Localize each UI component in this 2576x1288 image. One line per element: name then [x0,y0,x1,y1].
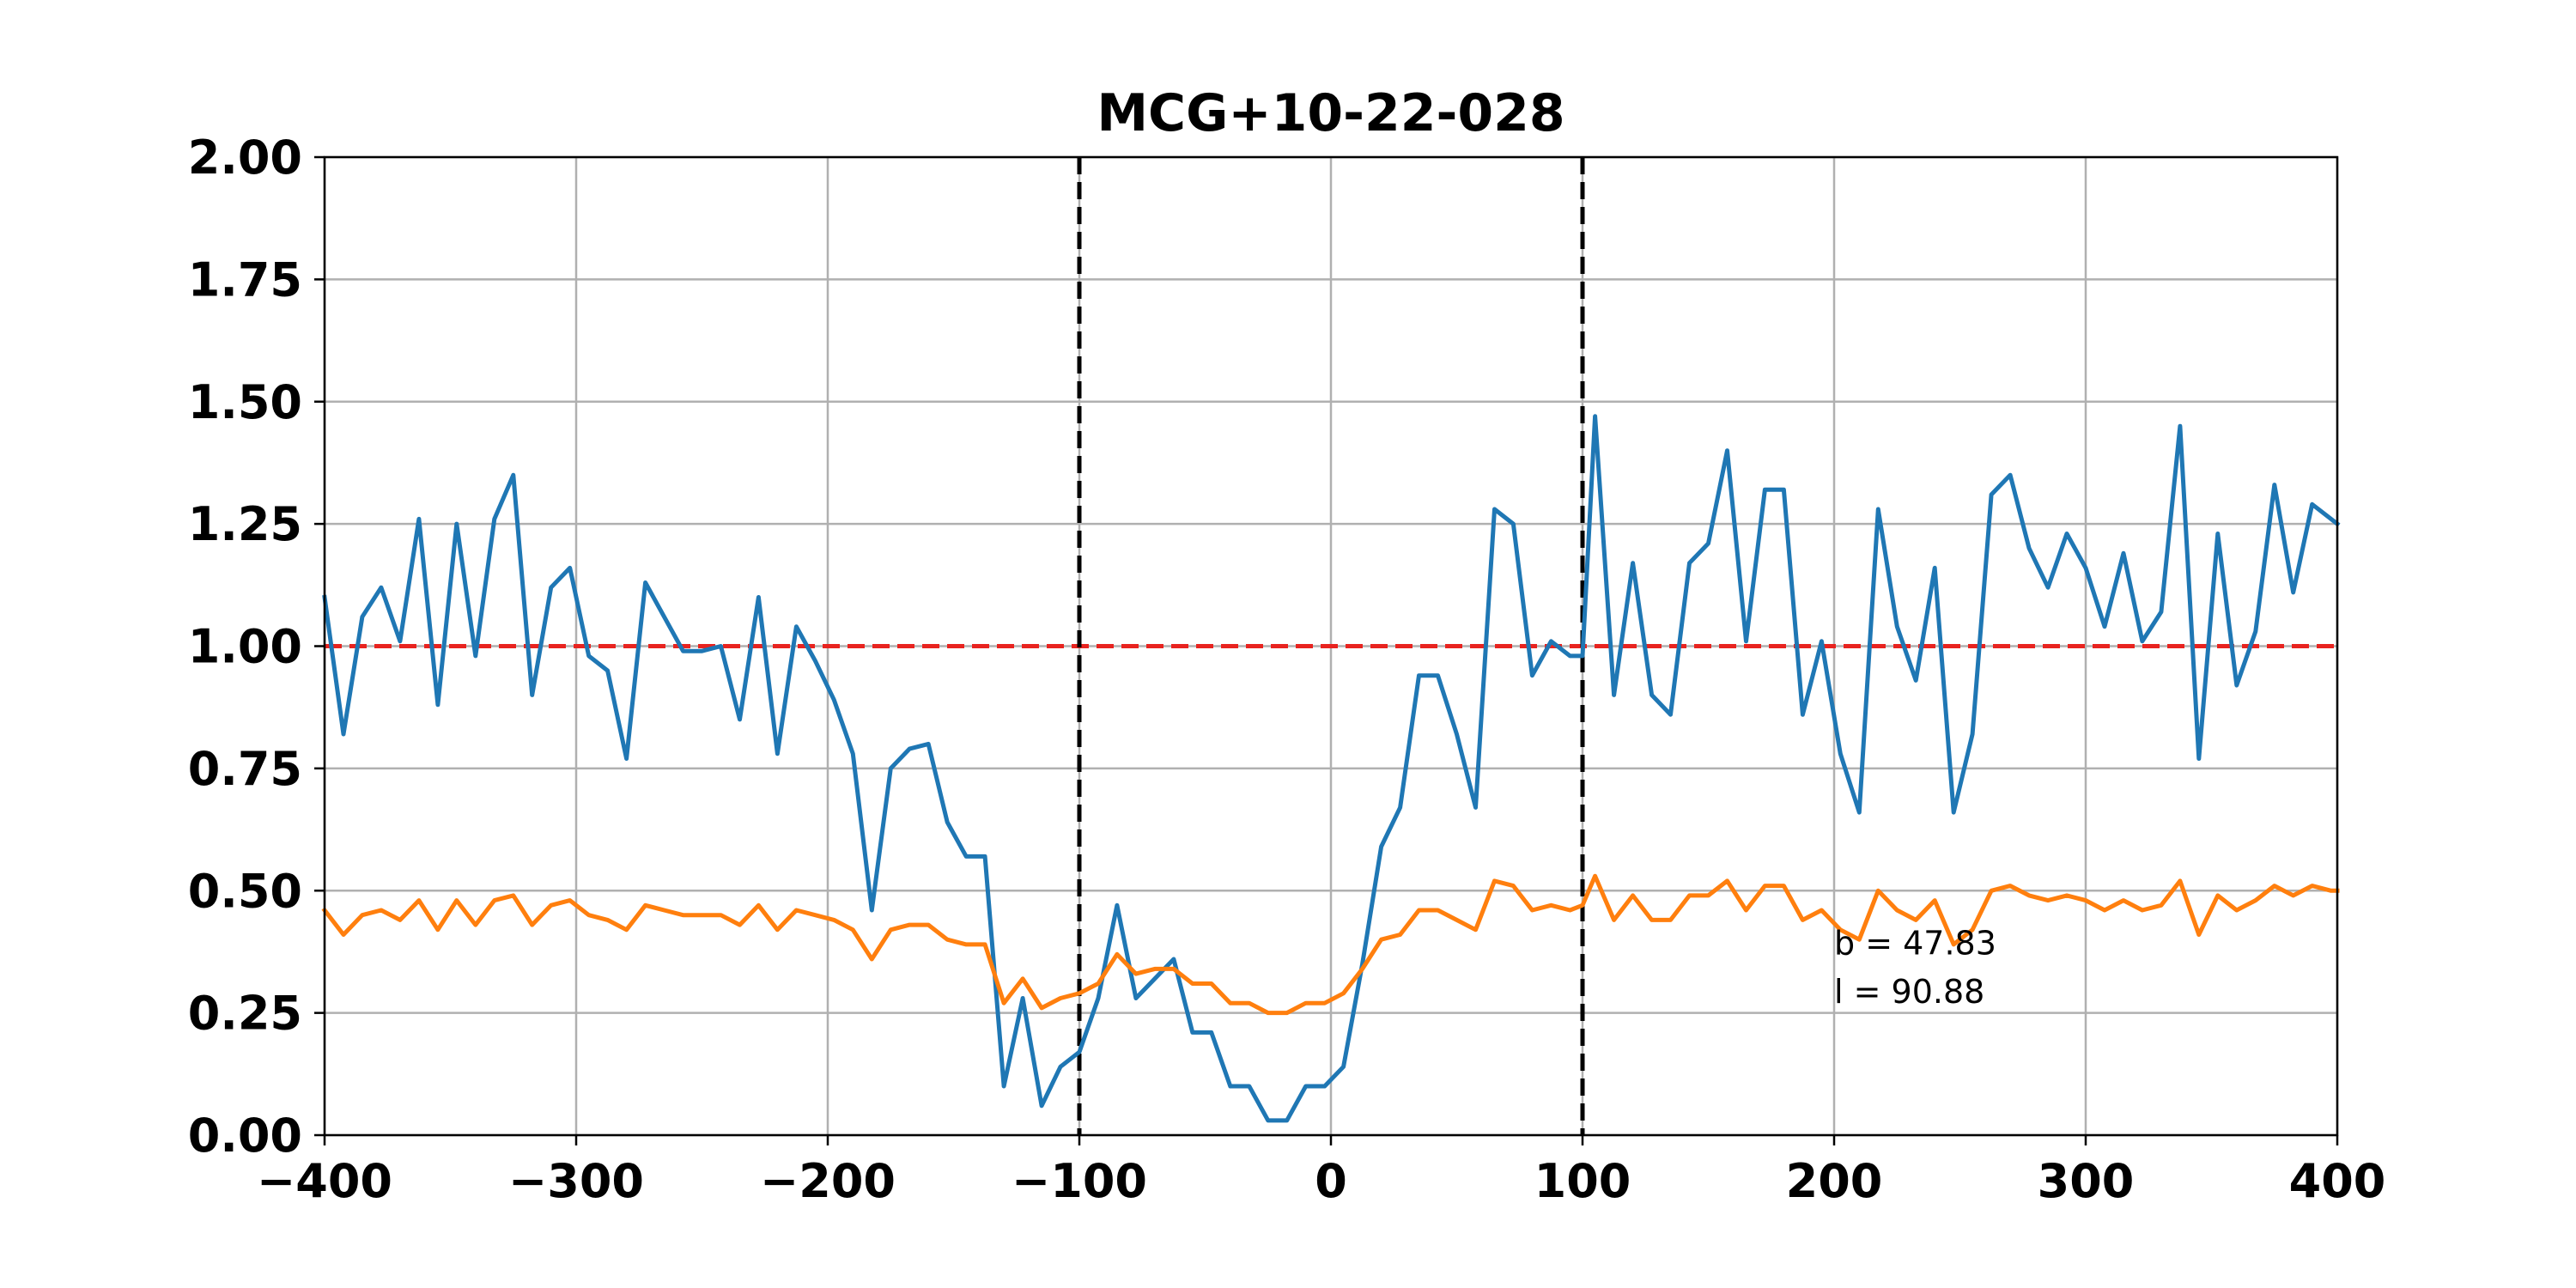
x-tick-label: 100 [1534,1154,1631,1208]
x-tick-label: 400 [2289,1154,2386,1208]
series-line-1 [322,414,2341,1123]
y-tick-label: 0.75 [188,742,302,796]
x-tick-label: 300 [2038,1154,2135,1208]
y-tick-label: 2.00 [188,131,302,185]
y-tick-label: 0.25 [188,987,302,1041]
y-tick-label: 1.50 [188,375,302,429]
chart-title: MCG+10-22-028 [1097,83,1564,143]
axis-ticks: −400 −300 −200 −100 0 100 200 300 400 0.00 0.25 0.5… [188,131,2386,1208]
x-tick-label: −400 [257,1154,392,1208]
x-tick-label: 200 [1786,1154,1883,1208]
data-series [321,414,2341,1123]
y-tick-label: 1.00 [188,620,302,674]
series-line-2 [321,873,2340,1016]
annotations: b = 47.83 l = 90.88 [1834,924,1996,1011]
annotation-text: b = 47.83 [1834,924,1996,962]
y-tick-label: 1.75 [188,252,302,307]
x-tick-label: 0 [1315,1154,1347,1208]
y-tick-label: 0.50 [188,864,302,918]
y-tick-label: 0.00 [188,1109,302,1163]
x-tick-label: −100 [1012,1154,1147,1208]
x-tick-label: −200 [760,1154,896,1208]
annotation-text: l = 90.88 [1834,973,1984,1011]
x-tick-label: −300 [508,1154,644,1208]
y-tick-label: 1.25 [188,497,302,551]
